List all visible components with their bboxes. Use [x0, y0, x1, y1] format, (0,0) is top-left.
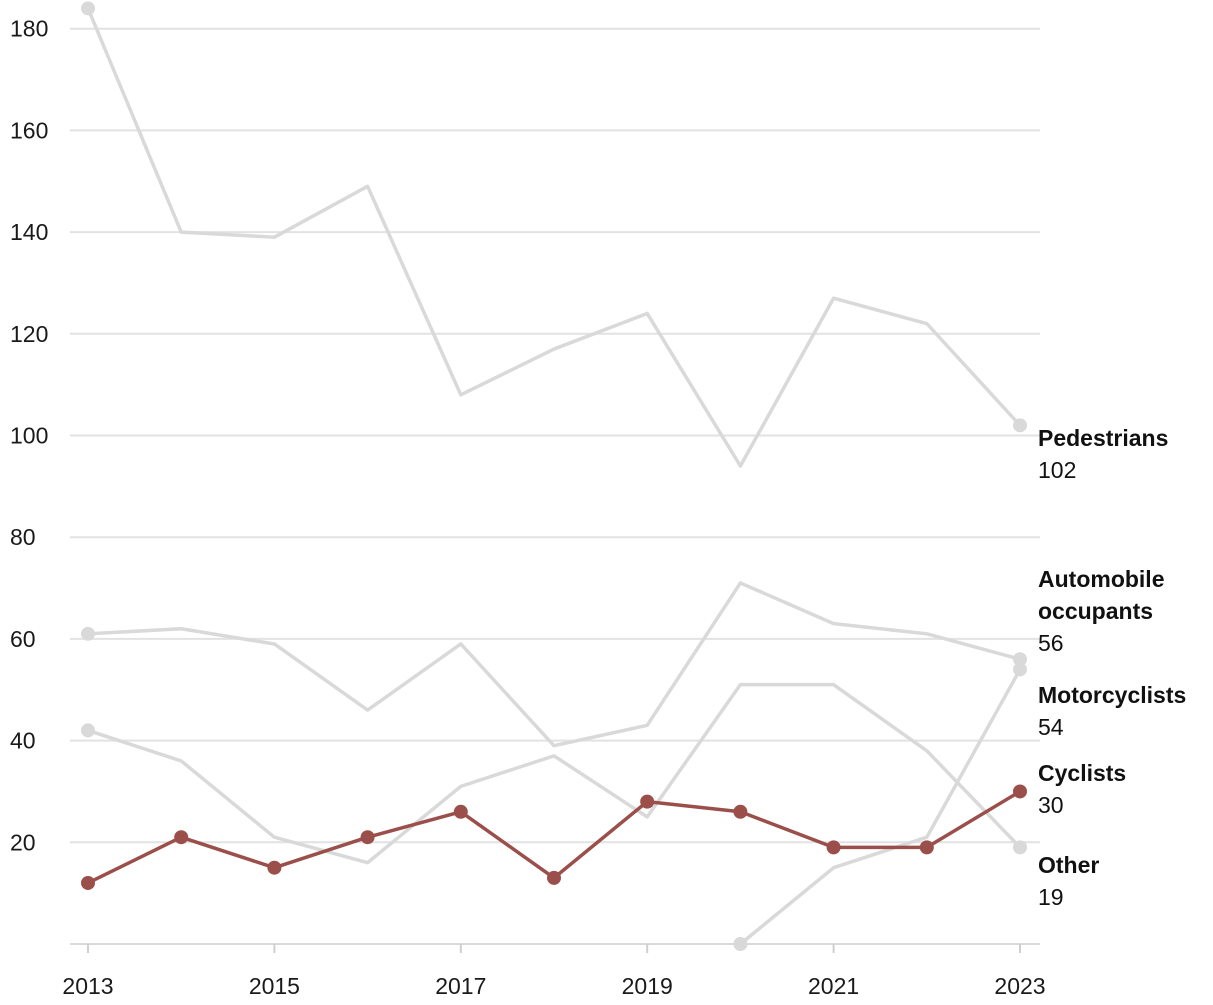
- series-line-other: [88, 685, 1020, 863]
- y-tick-label-100: 100: [10, 423, 48, 449]
- series-line-cyclists: [88, 791, 1020, 883]
- y-tick-label-60: 60: [10, 626, 36, 652]
- y-tick-label-80: 80: [10, 524, 36, 550]
- series-name-automobile-occupants-line-1: Automobile: [1038, 566, 1165, 592]
- series-name-other: Other: [1038, 852, 1099, 878]
- data-point-motorcyclists-2020: [733, 937, 747, 951]
- series-label-automobile-occupants: Automobile occupants 56: [1038, 566, 1165, 656]
- x-tick-label-2017: 2017: [435, 973, 486, 999]
- y-tick-label-20: 20: [10, 829, 36, 855]
- series-line-pedestrians: [88, 8, 1020, 466]
- data-point-pedestrians-2013: [81, 1, 95, 15]
- data-point-cyclists-2023: [1013, 784, 1027, 798]
- data-point-cyclists-2015: [267, 861, 281, 875]
- series-cyclists: [81, 784, 1027, 890]
- data-point-cyclists-2018: [547, 871, 561, 885]
- data-point-motorcyclists-2023: [1013, 662, 1027, 676]
- data-point-cyclists-2013: [81, 876, 95, 890]
- series-line-motorcyclists: [740, 669, 1020, 944]
- y-tick-label-40: 40: [10, 728, 36, 754]
- data-point-other-2023: [1013, 840, 1027, 854]
- y-tick-label-140: 140: [10, 219, 48, 245]
- series-label-cyclists: Cyclists 30: [1038, 760, 1126, 818]
- series-line-automobile-occupants: [88, 583, 1020, 746]
- data-point-cyclists-2017: [454, 805, 468, 819]
- series-end-value-cyclists: 30: [1038, 792, 1064, 818]
- x-tick-label-2023: 2023: [994, 973, 1045, 999]
- series-end-value-automobile-occupants: 56: [1038, 630, 1064, 656]
- x-axis: 2013 2015 2017 2019 2021 2023: [62, 944, 1045, 999]
- data-point-cyclists-2014: [174, 830, 188, 844]
- series-name-motorcyclists: Motorcyclists: [1038, 682, 1186, 708]
- data-point-cyclists-2020: [733, 805, 747, 819]
- series-name-cyclists: Cyclists: [1038, 760, 1126, 786]
- series-label-other: Other 19: [1038, 852, 1099, 910]
- series-labels: Pedestrians 102 Automobile occupants 56 Motor…: [1038, 425, 1186, 910]
- series-label-motorcyclists: Motorcyclists 54: [1038, 682, 1186, 740]
- series-name-automobile-occupants-line-2: occupants: [1038, 598, 1153, 624]
- x-tick-label-2013: 2013: [62, 973, 113, 999]
- data-point-cyclists-2022: [920, 840, 934, 854]
- data-point-pedestrians-2023: [1013, 418, 1027, 432]
- series-end-value-motorcyclists: 54: [1038, 714, 1064, 740]
- x-tick-label-2015: 2015: [249, 973, 300, 999]
- data-point-cyclists-2016: [361, 830, 375, 844]
- data-point-cyclists-2021: [827, 840, 841, 854]
- y-tick-label-180: 180: [10, 16, 48, 42]
- series-end-value-other: 19: [1038, 884, 1064, 910]
- series-label-pedestrians: Pedestrians 102: [1038, 425, 1168, 483]
- series-lines: [81, 1, 1027, 951]
- series-other: [81, 685, 1027, 863]
- series-end-value-pedestrians: 102: [1038, 457, 1076, 483]
- x-tick-label-2019: 2019: [622, 973, 673, 999]
- y-tick-label-160: 160: [10, 117, 48, 143]
- data-point-other-2013: [81, 723, 95, 737]
- data-point-automobile-occupants-2013: [81, 627, 95, 641]
- y-axis: 20 40 60 80 100 120 140 160 180: [10, 16, 48, 856]
- data-point-cyclists-2019: [640, 795, 654, 809]
- y-tick-label-120: 120: [10, 321, 48, 347]
- x-tick-label-2021: 2021: [808, 973, 859, 999]
- series-name-pedestrians: Pedestrians: [1038, 425, 1168, 451]
- gridlines: [70, 29, 1040, 843]
- series-pedestrians: [81, 1, 1027, 466]
